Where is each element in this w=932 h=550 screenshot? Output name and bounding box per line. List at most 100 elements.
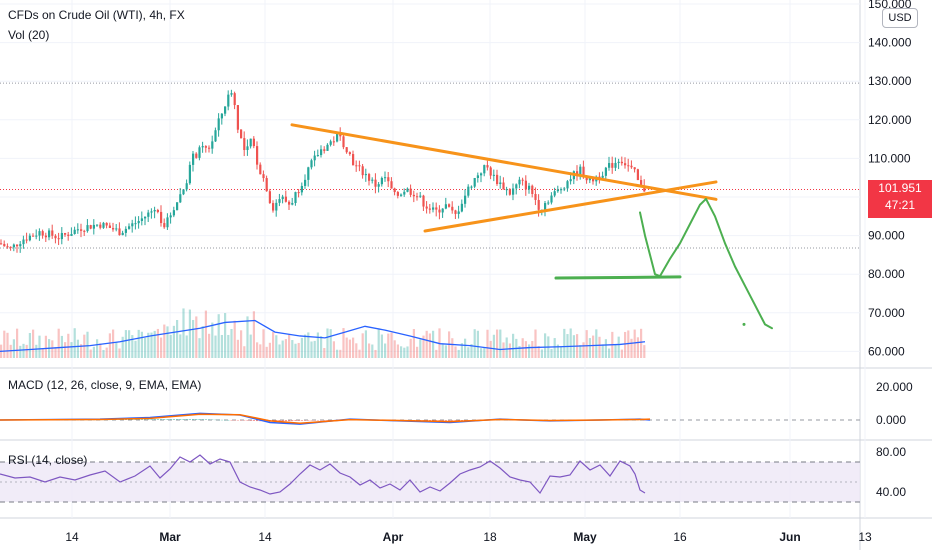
candle-body [329, 141, 332, 145]
candle-body [211, 141, 214, 149]
volume-bar [281, 340, 284, 358]
volume-bar [208, 333, 211, 358]
candle-body [396, 192, 399, 196]
candle-body [390, 181, 393, 189]
candle-body [556, 189, 559, 192]
volume-bar [140, 331, 143, 358]
drawings [290, 123, 773, 330]
candle-body [278, 199, 281, 203]
volume-bar [531, 340, 534, 358]
volume-bar [230, 329, 233, 358]
volume-bar [569, 328, 572, 358]
volume-bar [96, 339, 99, 358]
volume-bar [492, 334, 495, 358]
volume-bar [432, 330, 435, 358]
volume-bar [307, 332, 310, 358]
candle-body [9, 246, 12, 248]
candle-body [403, 191, 406, 195]
macd-line [0, 412, 651, 425]
candle-body [214, 130, 217, 142]
candle-body [521, 179, 524, 181]
candle-body [419, 195, 422, 197]
volume-bar [444, 345, 447, 358]
price-axis-label: 140.000 [868, 36, 912, 50]
candle-body [604, 167, 607, 176]
candle-body [73, 229, 76, 235]
volume-bar [460, 343, 463, 358]
volume-bar [185, 335, 188, 358]
volume-bar [288, 334, 291, 358]
candle-body [499, 182, 502, 185]
candle-body [454, 210, 457, 214]
volume-bar [326, 328, 329, 358]
candle-body [531, 185, 534, 194]
macd-histogram-bar [144, 419, 147, 420]
macd-histogram-bar [176, 419, 179, 420]
volume-bar [467, 347, 470, 358]
candle-body [544, 203, 547, 210]
macd-histogram-bar [230, 420, 233, 421]
candle-body [51, 230, 54, 236]
candle-body [630, 165, 633, 168]
candle-body [243, 138, 246, 151]
macd-histogram-bar [316, 420, 319, 421]
volume-bar [406, 346, 409, 358]
volume-bar [192, 319, 195, 358]
macd-histogram-bar [179, 419, 182, 420]
macd-histogram-bar [432, 420, 435, 421]
time-axis-label: 13 [858, 530, 872, 544]
candle-body [473, 177, 476, 187]
volume-bar [486, 329, 489, 358]
volume-indicator-label[interactable]: Vol (20) [8, 28, 49, 42]
forecast-path [639, 197, 773, 330]
volume-bar [105, 347, 108, 358]
volume-bar [22, 343, 25, 358]
candle-body [492, 174, 495, 176]
candle-body [44, 235, 47, 238]
triangle-lower-line [423, 180, 718, 233]
candle-body [550, 195, 553, 203]
currency-button[interactable]: USD [882, 8, 918, 28]
volume-bar [227, 334, 230, 358]
time-axis-label: 16 [673, 530, 687, 544]
candle-body [121, 232, 124, 236]
macd-histogram-bar [428, 420, 431, 421]
candle-body [633, 167, 636, 170]
rsi-axis-label: 40.00 [876, 485, 906, 499]
candle-body [640, 180, 643, 186]
volume-bars [0, 308, 646, 358]
candle-body [377, 184, 380, 187]
candle-body [428, 208, 431, 210]
macd-histogram-bar [438, 420, 441, 421]
macd-histogram-bar [243, 420, 246, 421]
rsi-indicator-label[interactable]: RSI (14, close) [8, 453, 87, 467]
macd-indicator-label[interactable]: MACD (12, 26, close, 9, EMA, EMA) [8, 378, 201, 392]
candle-body [41, 231, 44, 236]
macd-histogram-bar [313, 420, 316, 421]
volume-bar [585, 330, 588, 358]
forecast-dot [742, 322, 746, 326]
candle-body [25, 239, 28, 241]
volume-bar [6, 332, 9, 358]
candle-body [489, 167, 492, 176]
volume-bar [124, 330, 127, 358]
macd-histogram-bar [185, 419, 188, 420]
volume-bar [508, 343, 511, 358]
macd-histogram-bar [441, 420, 444, 421]
volume-bar [243, 346, 246, 358]
macd-histogram-bar [240, 420, 243, 421]
volume-bar [633, 329, 636, 358]
candle-body [316, 155, 319, 157]
volume-bar [604, 339, 607, 358]
volume-bar [470, 344, 473, 358]
volume-bar [476, 330, 479, 358]
volume-bar [67, 333, 70, 358]
candle-body [128, 226, 131, 229]
volume-bar [332, 341, 335, 358]
symbol-title[interactable]: CFDs on Crude Oil (WTI), 4h, FX [8, 8, 185, 22]
volume-bar [457, 349, 460, 358]
bar-countdown: 47:21 [884, 198, 916, 212]
macd-histogram-bar [211, 419, 214, 421]
candle-body [553, 191, 556, 196]
